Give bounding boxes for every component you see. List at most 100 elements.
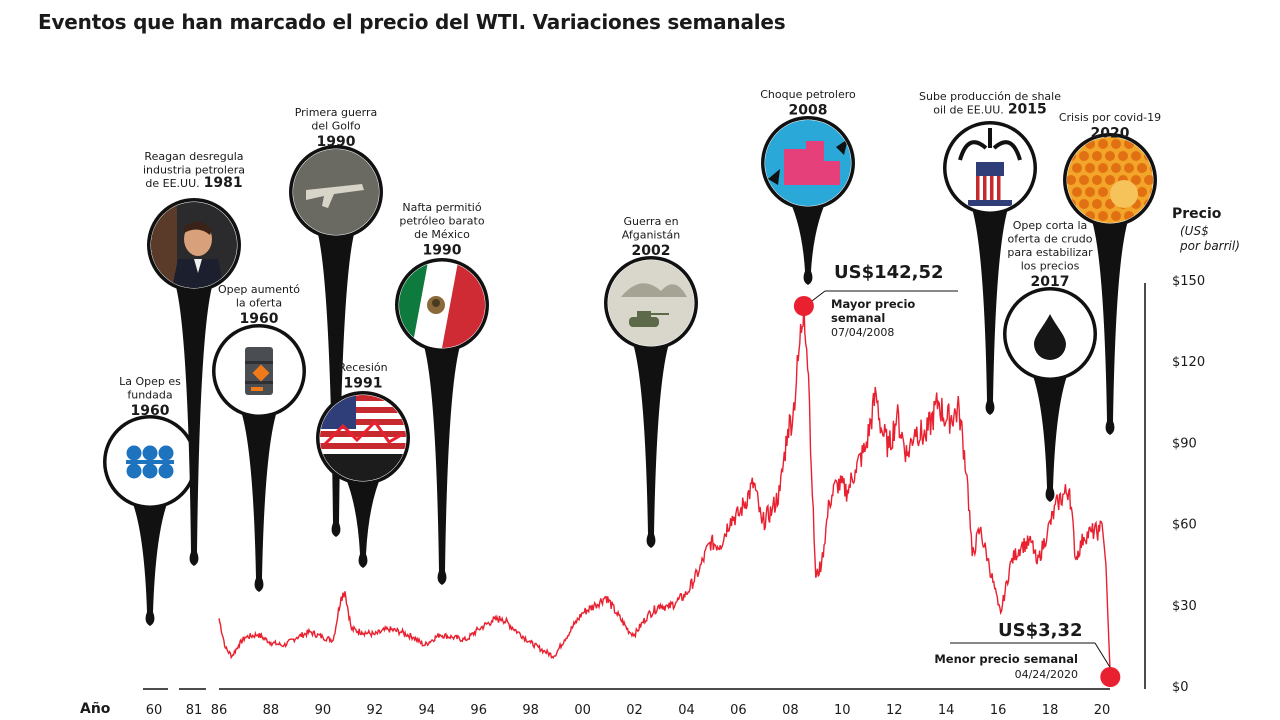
event-year: 1990 xyxy=(423,243,462,259)
x-tick-label: 20 xyxy=(1094,703,1111,718)
y-tick-label: $90 xyxy=(1172,436,1197,451)
y-ticks: $150 $120 $90 $60 $30 $0 xyxy=(1172,274,1205,695)
x-tick-label-81: 81 xyxy=(186,703,203,718)
max-price-label: Mayor precio semanal xyxy=(831,297,919,325)
min-price-value: US$3,32 xyxy=(998,620,1083,641)
x-tick-label: 86 xyxy=(211,703,228,718)
oil-drop-icon xyxy=(1007,291,1093,377)
event-label: de México xyxy=(414,228,470,241)
event-label: la oferta xyxy=(236,297,282,310)
max-price-value: US$142,52 xyxy=(834,262,944,283)
event-label: La Opep es xyxy=(119,375,181,388)
event-label: Crisis por covid-19 xyxy=(1059,111,1161,124)
x-tick-label: 98 xyxy=(522,703,539,718)
x-tick-label: 92 xyxy=(367,703,384,718)
max-price-label-line1: Mayor precio xyxy=(831,297,915,311)
y-tick-label: $150 xyxy=(1172,274,1205,289)
event-label: oferta de crudo xyxy=(1008,233,1093,246)
y-axis-unit: (US$ por barril) xyxy=(1179,224,1240,253)
x-tick-label: 96 xyxy=(470,703,487,718)
max-price-date: 07/04/2008 xyxy=(831,326,894,339)
event-label: Recesión xyxy=(338,361,387,374)
x-tick-label: 00 xyxy=(574,703,591,718)
event-year: 1981 xyxy=(204,175,243,191)
event-drip xyxy=(786,193,830,285)
event-year: 2002 xyxy=(632,243,671,259)
event-label: Opep corta la xyxy=(1013,219,1088,232)
y-axis-title: Precio xyxy=(1172,206,1222,222)
y-tick-label: $0 xyxy=(1172,680,1189,695)
y-tick-label: $60 xyxy=(1172,518,1197,533)
event-drip xyxy=(237,401,281,592)
event-label: oil de EE.UU. 2015 xyxy=(933,102,1047,118)
event-label: los precios xyxy=(1021,260,1080,273)
event-year: 2017 xyxy=(1031,274,1070,290)
oil-barrel-icon xyxy=(216,328,302,414)
event-year: 1991 xyxy=(344,376,383,392)
event-label: Afganistán xyxy=(622,229,681,242)
reagan-portrait-icon xyxy=(151,202,237,288)
event-drip xyxy=(314,222,358,537)
x-tick-label: 14 xyxy=(938,703,955,718)
y-tick-label: $30 xyxy=(1172,599,1197,614)
event-drip xyxy=(1028,364,1072,502)
x-tick-label: 10 xyxy=(834,703,851,718)
event-label: fundada xyxy=(127,389,172,402)
event-label: petróleo barato xyxy=(399,215,484,228)
event-label: Reagan desregula xyxy=(144,150,243,163)
y-tick-label: $120 xyxy=(1172,355,1205,370)
min-price-date: 04/24/2020 xyxy=(1015,668,1078,681)
max-price-label-line2: semanal xyxy=(831,311,885,325)
rifle-icon xyxy=(293,149,379,235)
x-ticks: 86 88 90 92 94 96 98 00 02 04 06 08 10 12 14 16 18 20 xyxy=(211,703,1111,718)
y-unit-line-2: por barril) xyxy=(1179,239,1240,253)
event-label: para estabilizar xyxy=(1007,246,1093,259)
tank-icon xyxy=(608,260,694,346)
x-tick-label: 12 xyxy=(886,703,903,718)
y-unit-line-1: (US$ xyxy=(1180,224,1209,238)
event-year: 2015 xyxy=(1008,102,1047,118)
event-year: 2020 xyxy=(1091,126,1130,142)
oil-shock-icon xyxy=(765,120,851,206)
event-label: Nafta permitió xyxy=(402,201,481,214)
chart-title: Eventos que han marcado el precio del WT… xyxy=(38,10,786,34)
max-price-marker xyxy=(793,296,814,316)
event-drip xyxy=(968,198,1012,415)
event-choque: Choque petrolero 2008 xyxy=(760,88,856,285)
uncle-sam-hat-icon xyxy=(947,125,1033,211)
event-label: industria petrolera xyxy=(143,164,245,177)
event-year: 2008 xyxy=(789,103,828,119)
event-drip xyxy=(629,333,673,548)
event-year: 1960 xyxy=(240,311,279,327)
x-tick-label-60: 60 xyxy=(146,703,163,718)
event-drip xyxy=(1088,210,1132,435)
x-tick-label: 88 xyxy=(263,703,280,718)
event-covid: Crisis por covid-19 2020 xyxy=(1059,111,1161,435)
event-drip xyxy=(420,335,464,585)
opec-logo-icon xyxy=(107,419,193,505)
mexico-flag-icon xyxy=(399,262,485,348)
event-year: 1990 xyxy=(317,134,356,150)
x-tick-label: 94 xyxy=(418,703,435,718)
event-label: Primera guerra xyxy=(295,106,378,119)
x-axis-title: Año xyxy=(80,701,111,717)
event-recesion: Recesión 1991 xyxy=(316,361,410,568)
x-tick-label: 18 xyxy=(1042,703,1059,718)
event-label: Opep aumentó xyxy=(218,283,300,296)
event-drip xyxy=(128,492,172,626)
x-tick-label: 04 xyxy=(678,703,695,718)
event-drip xyxy=(172,275,216,566)
x-tick-label: 90 xyxy=(315,703,332,718)
event-label: del Golfo xyxy=(311,120,360,133)
event-label: Guerra en xyxy=(623,215,678,228)
min-price-label: Menor precio semanal xyxy=(934,652,1078,666)
x-tick-label: 06 xyxy=(730,703,747,718)
event-label: Choque petrolero xyxy=(760,88,856,101)
